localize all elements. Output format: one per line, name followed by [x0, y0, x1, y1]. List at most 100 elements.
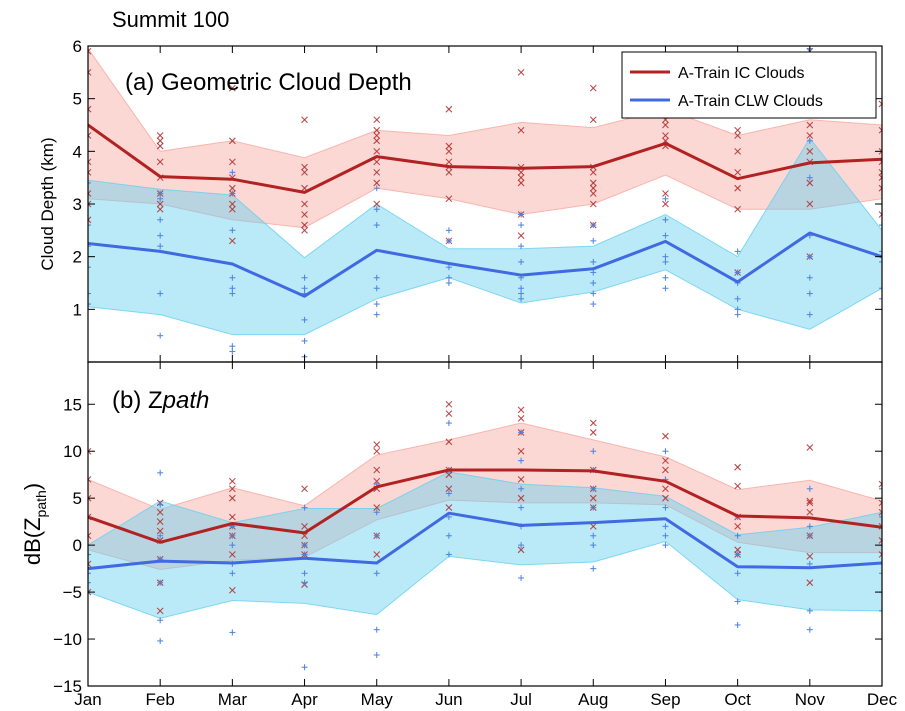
panel-a-clw-point [88, 290, 91, 297]
panel-a-ic-point [156, 137, 164, 145]
panel-b-ic-point [156, 518, 164, 526]
panel-a-clw-point [88, 222, 91, 229]
panel-b-clw-point [88, 570, 91, 577]
panel-a-clw-point [373, 301, 380, 308]
panel-b-clw-point [734, 551, 741, 558]
panel-a-clw-point [879, 258, 882, 265]
panel-a-ic-line [88, 123, 882, 194]
panel-b-clw-point [445, 551, 452, 558]
panel-a-ic-point [88, 47, 92, 55]
panel-b-clw-point [157, 579, 164, 586]
panel-a-ic-point [228, 237, 236, 245]
panel-a-ic-point [301, 221, 308, 229]
panel-b-ic-point [589, 429, 597, 436]
x-tick-label: Aug [578, 690, 608, 709]
panel-a-y-axis: 1 2 3 4 5 6 [73, 37, 882, 319]
panel-a-ic-point [445, 158, 453, 166]
panel-a-clw-point [518, 243, 525, 250]
x-tick-label: Sep [650, 690, 680, 709]
panel-a-clw-point [157, 195, 164, 202]
panel-b-ic-point [806, 553, 814, 560]
y-tick-label: 4 [73, 142, 82, 161]
panel-a-ic-point [156, 132, 164, 139]
panel-b-clw-point [157, 637, 164, 644]
panel-a-clw-point [229, 343, 236, 350]
panel-b-clw-point [157, 617, 164, 624]
x-tick-label: Jun [435, 690, 462, 709]
panel-b-ic-point [373, 447, 381, 455]
panel-a-ic-point [589, 179, 597, 187]
panel-b-ic-point [662, 466, 669, 474]
panel-a-ic-point [301, 226, 308, 234]
panel-a-clw-point [445, 274, 452, 281]
panel-a-clw-point [373, 274, 380, 281]
panel-b-clw-point [734, 598, 741, 605]
panel-b-clw-point [157, 501, 164, 508]
panel-a-clw-point [662, 285, 669, 292]
panel-b-clw-point [662, 523, 669, 530]
panel-b-ic-point [445, 485, 453, 493]
panel-b-ic-point [806, 499, 814, 507]
panel-a-clw-point [518, 258, 525, 265]
panel-a-ic-point [445, 147, 453, 155]
panel-a-clw-point [734, 269, 741, 276]
panel-a-clw-point [734, 311, 741, 318]
panel-b-ic-point [88, 447, 92, 455]
panel-b-ic-point [445, 438, 453, 446]
panel-a-clw-point [734, 248, 741, 255]
panel-b-frame [87, 361, 883, 687]
y-tick-label: 5 [73, 90, 82, 109]
panel-a-ic-point [445, 169, 453, 176]
panel-b-y-label-sub: path [33, 490, 49, 517]
panel-b-clw-point [590, 532, 597, 539]
panel-b-ic-point [88, 476, 92, 483]
panel-b-clw-point [734, 570, 741, 577]
panel-a-clw-point [373, 185, 380, 192]
panel-a-ic-point [806, 200, 814, 208]
panel-b-ic-point [878, 499, 882, 507]
panel-b-ic-line [88, 468, 882, 544]
panel-a-clw-point [229, 290, 236, 297]
y-tick-label: 10 [63, 442, 82, 461]
panel-b-ic-point [662, 494, 669, 502]
panel-a-ic-point [373, 126, 381, 134]
panel-a-clw-point [445, 237, 452, 244]
panel-b-ic-point [156, 607, 164, 615]
panel-b-ic-point [589, 522, 597, 530]
y-tick-label: 5 [73, 489, 82, 508]
panel-a-ic-point [228, 184, 236, 192]
panel-a-clw-point [879, 222, 882, 229]
panel-a-ic-point [156, 158, 164, 166]
panel-b-ic-point [806, 508, 814, 516]
panel-a-clw-point [157, 290, 164, 297]
y-tick-label: 1 [73, 300, 82, 319]
panel-a-clw-point [590, 222, 597, 229]
panel-a-ic-point [662, 121, 669, 129]
panel-b-ic-point [517, 546, 525, 554]
panel-a-ic-point [662, 190, 669, 197]
panel-a-ic-point [445, 195, 453, 203]
panel-b-clw-band [88, 471, 882, 619]
panel-b-clw-point [806, 626, 813, 633]
panel-b-clw-point [88, 579, 91, 586]
panel-b-clw-point [301, 542, 308, 549]
panel-a-ic-point [734, 132, 742, 139]
panel-b-ic-point [445, 471, 453, 479]
panel-a-x-ticks [87, 46, 883, 362]
panel-a-clw-point [445, 227, 452, 234]
panel-a-plot-area [88, 46, 882, 360]
x-tick-label: Mar [218, 690, 248, 709]
panel-a-ic-point [445, 142, 453, 150]
panel-b-ic-point [445, 400, 453, 408]
panel-b-y-label-main: dB(Z [20, 517, 45, 565]
panel-a-clw-point [301, 316, 308, 323]
panel-a-ic-point [88, 190, 92, 197]
legend-ic-label: A-Train IC Clouds [678, 65, 805, 82]
panel-a-ic-point [589, 169, 597, 176]
panel-a-clw-point [373, 222, 380, 229]
panel-b-ic-point [662, 485, 669, 493]
panel-a-cloud-depth: 1 2 3 4 5 6 (a) Geometric Cloud Depth Cloud D… [38, 37, 883, 363]
panel-b-clw-point [806, 485, 813, 492]
panel-b-ic-point [88, 494, 92, 502]
panel-a-clw-point [518, 295, 525, 302]
